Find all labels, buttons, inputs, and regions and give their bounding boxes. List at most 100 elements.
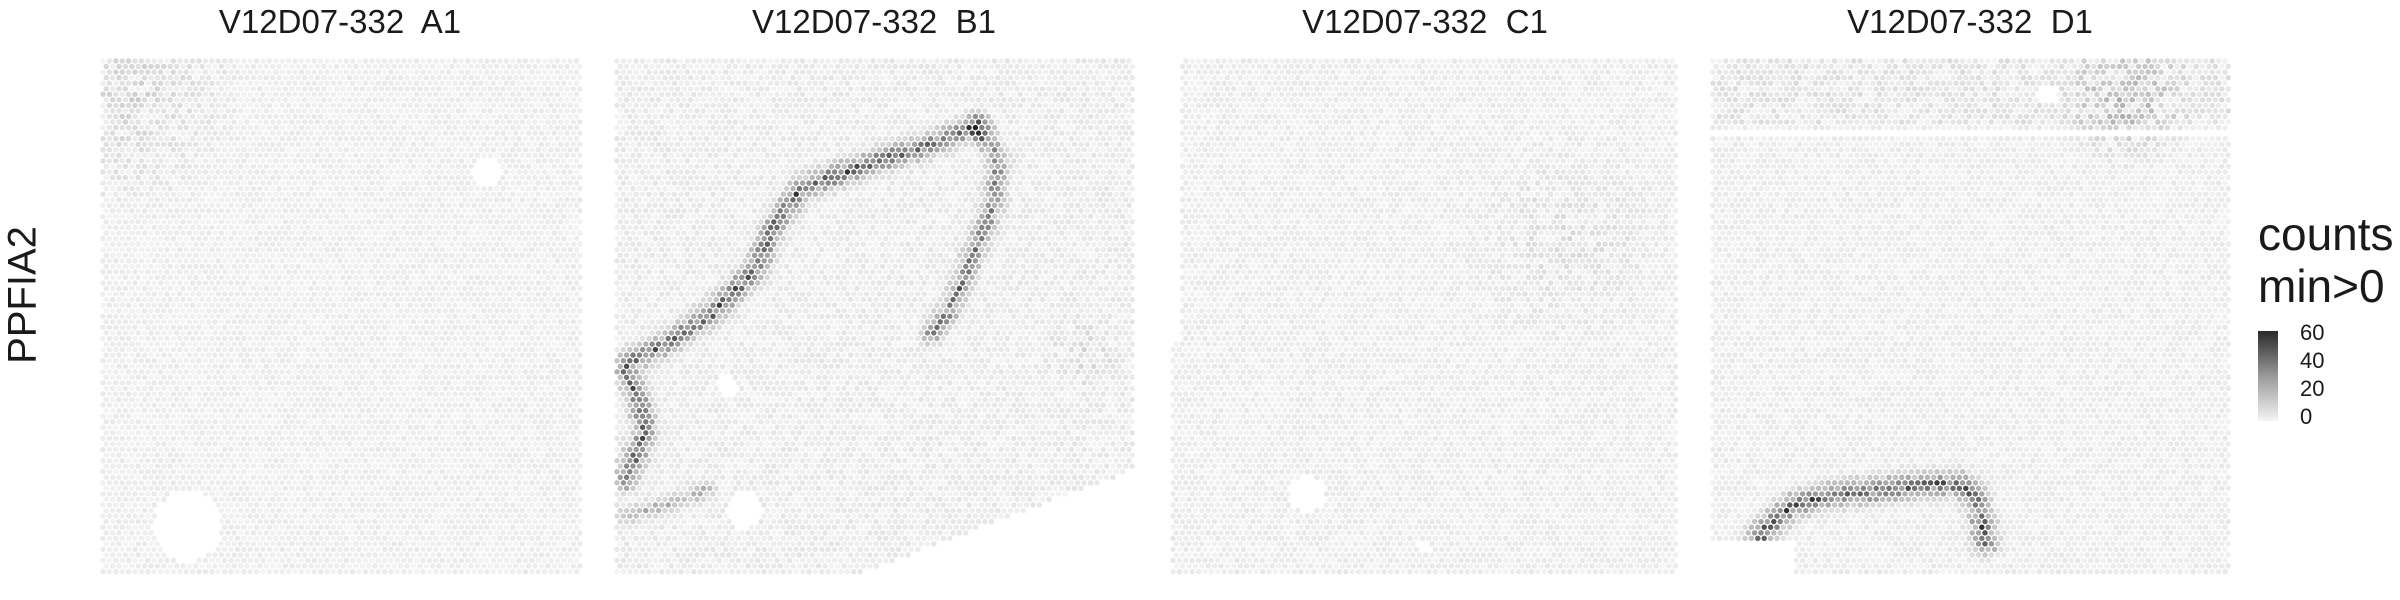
spot — [145, 58, 150, 63]
spot — [561, 147, 566, 152]
spot — [574, 92, 579, 97]
spot — [244, 330, 249, 335]
spot — [145, 425, 150, 430]
spot — [372, 297, 377, 302]
spot — [542, 414, 547, 419]
spot — [113, 336, 118, 341]
spot — [395, 125, 400, 130]
spot — [222, 358, 227, 363]
spot — [139, 136, 144, 141]
spot — [296, 286, 301, 291]
spot — [561, 303, 566, 308]
spot — [276, 408, 281, 413]
spot — [270, 130, 275, 135]
spot — [264, 75, 269, 80]
spot — [420, 114, 425, 119]
spot — [366, 175, 371, 180]
spot — [440, 81, 445, 86]
spot — [273, 258, 278, 263]
spot — [324, 169, 329, 174]
spot — [164, 247, 169, 252]
spot — [299, 258, 304, 263]
spot — [472, 136, 477, 141]
spot — [132, 92, 137, 97]
spot — [548, 291, 553, 296]
spot — [136, 297, 141, 302]
spot — [369, 280, 374, 285]
spot — [254, 314, 259, 319]
spot — [478, 203, 483, 208]
spot — [392, 386, 397, 391]
spot — [545, 364, 550, 369]
spot — [404, 86, 409, 91]
spot — [289, 275, 294, 280]
spot — [289, 197, 294, 202]
spot — [481, 308, 486, 313]
spot — [212, 352, 217, 357]
spot — [235, 203, 240, 208]
spot — [408, 391, 413, 396]
spot — [388, 336, 393, 341]
spot — [145, 192, 150, 197]
spot — [334, 186, 339, 191]
spot — [222, 225, 227, 230]
spot — [568, 169, 573, 174]
spot — [446, 192, 451, 197]
spot — [564, 164, 569, 169]
spot — [171, 303, 176, 308]
spot — [568, 125, 573, 130]
spot — [513, 175, 518, 180]
spot — [347, 86, 352, 91]
spot — [107, 203, 112, 208]
spot — [334, 97, 339, 102]
spot — [510, 336, 515, 341]
spot — [536, 92, 541, 97]
spot — [145, 269, 150, 274]
spot — [510, 192, 515, 197]
spot — [123, 341, 128, 346]
spot — [161, 275, 166, 280]
spot — [494, 186, 499, 191]
spot — [366, 319, 371, 324]
spot — [523, 69, 528, 74]
spot — [110, 386, 115, 391]
spot — [526, 386, 531, 391]
spot — [388, 136, 393, 141]
spot — [529, 114, 534, 119]
spot — [180, 219, 185, 224]
spot — [401, 247, 406, 252]
spot — [129, 130, 134, 135]
spot — [104, 364, 109, 369]
spot — [251, 142, 256, 147]
spot — [427, 192, 432, 197]
spot — [443, 208, 448, 213]
spot — [430, 286, 435, 291]
spot — [395, 180, 400, 185]
spot — [555, 81, 560, 86]
spot — [372, 208, 377, 213]
spot — [232, 164, 237, 169]
spot — [526, 230, 531, 235]
spot — [488, 197, 493, 202]
spot — [555, 125, 560, 130]
spot — [430, 375, 435, 380]
spot — [561, 169, 566, 174]
spot — [411, 208, 416, 213]
spot — [440, 192, 445, 197]
spot — [526, 208, 531, 213]
spot — [385, 86, 390, 91]
spot — [308, 264, 313, 269]
spot — [510, 358, 515, 363]
spot — [270, 408, 275, 413]
spot — [315, 208, 320, 213]
spot — [132, 192, 137, 197]
spot — [433, 147, 438, 152]
spot — [411, 186, 416, 191]
spot — [321, 175, 326, 180]
spot — [328, 164, 333, 169]
spot — [433, 325, 438, 330]
spot — [267, 192, 272, 197]
spot — [337, 314, 342, 319]
spot — [174, 219, 179, 224]
spot — [545, 242, 550, 247]
